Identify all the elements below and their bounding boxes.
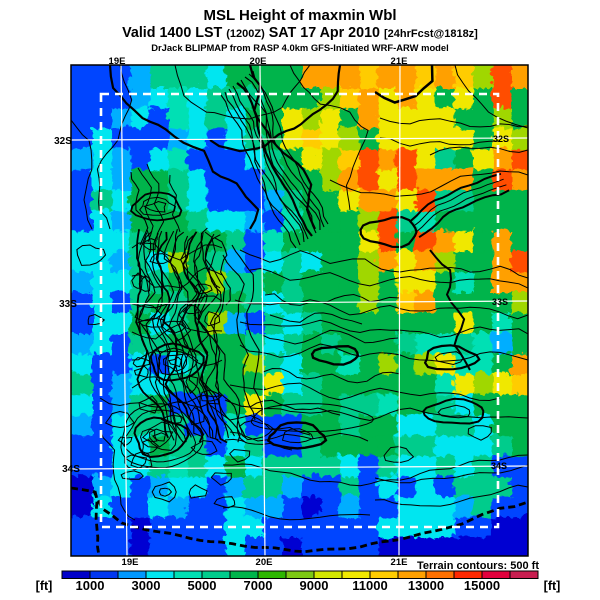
svg-text:15000: 15000 xyxy=(464,578,500,593)
svg-text:19E: 19E xyxy=(109,56,126,67)
svg-text:Valid 1400 LST (1200Z) SAT 17: Valid 1400 LST (1200Z) SAT 17 Apr 2010 [… xyxy=(122,25,478,41)
svg-text:20E: 20E xyxy=(250,56,267,67)
svg-text:5000: 5000 xyxy=(188,578,217,593)
svg-text:13000: 13000 xyxy=(408,578,444,593)
svg-text:34S: 34S xyxy=(62,464,80,475)
svg-text:MSL Height of maxmin Wbl: MSL Height of maxmin Wbl xyxy=(203,7,396,24)
svg-text:DrJack BLIPMAP from RASP 4.0km: DrJack BLIPMAP from RASP 4.0km GFS-Initi… xyxy=(151,42,448,53)
svg-text:9000: 9000 xyxy=(300,578,329,593)
svg-text:21E: 21E xyxy=(391,557,408,568)
svg-text:20E: 20E xyxy=(256,557,273,568)
svg-text:[ft]: [ft] xyxy=(544,579,561,593)
svg-text:3000: 3000 xyxy=(132,578,161,593)
svg-text:1000: 1000 xyxy=(76,578,105,593)
svg-text:Terrain contours: 500 ft: Terrain contours: 500 ft xyxy=(417,560,539,572)
svg-text:19E: 19E xyxy=(122,557,139,568)
svg-text:34S: 34S xyxy=(491,461,507,471)
svg-text:33S: 33S xyxy=(59,299,77,310)
svg-text:33S: 33S xyxy=(492,297,508,307)
svg-text:7000: 7000 xyxy=(244,578,273,593)
svg-text:32S: 32S xyxy=(493,134,509,144)
svg-text:[ft]: [ft] xyxy=(36,579,53,593)
svg-text:11000: 11000 xyxy=(352,578,387,593)
svg-text:21E: 21E xyxy=(391,56,408,67)
svg-text:32S: 32S xyxy=(54,136,72,147)
